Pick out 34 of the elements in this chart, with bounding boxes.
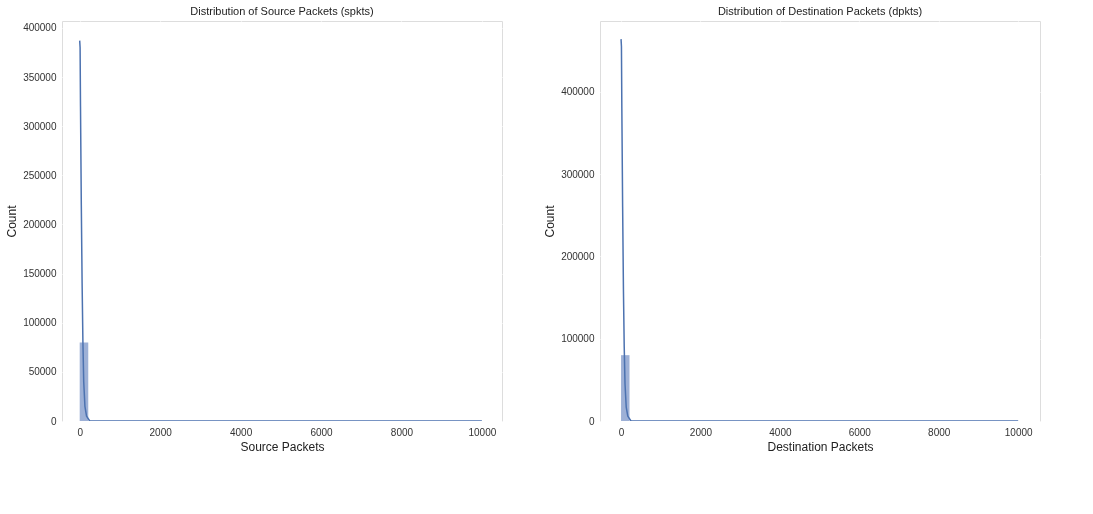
y-tick-label: 0 (588, 415, 595, 427)
x-tick-label: 6000 (310, 426, 334, 438)
x-tick-label: 10000 (1004, 426, 1033, 438)
x-tick-label: 4000 (229, 426, 253, 438)
x-tick-label: 0 (77, 426, 84, 438)
y-tick-label: 350000 (23, 71, 57, 83)
y-axis-title: Count (543, 204, 558, 238)
x-tick-label: 8000 (928, 426, 951, 438)
y-tick-label: 200000 (561, 250, 595, 262)
chart-title: Distribution of Source Packets (spkts) (190, 5, 374, 17)
x-tick-label: 4000 (769, 426, 792, 438)
y-tick-label: 100000 (23, 317, 57, 329)
x-axis-title: Destination Packets (767, 439, 874, 454)
x-tick-label: 2000 (689, 426, 713, 438)
y-tick-label: 250000 (23, 169, 57, 181)
chart-title: Distribution of Destination Packets (dpkts) (717, 5, 923, 17)
y-tick-label: 400000 (561, 86, 595, 98)
y-tick-label: 400000 (23, 22, 57, 34)
y-tick-label: 100000 (561, 333, 595, 345)
x-tick-label: 6000 (848, 426, 872, 438)
y-tick-label: 50000 (28, 366, 57, 378)
y-axis-title: Count (5, 204, 20, 238)
x-axis-title: Source Packets (240, 439, 325, 454)
y-tick-label: 300000 (561, 168, 595, 180)
y-tick-label: 200000 (23, 218, 57, 230)
line-series (78, 39, 483, 421)
x-tick-label: 8000 (390, 426, 414, 438)
x-tick-label: 10000 (468, 426, 497, 438)
line-series (620, 38, 1019, 421)
y-tick-label: 300000 (23, 120, 57, 132)
y-tick-label: 150000 (23, 268, 57, 280)
y-tick-label: 0 (50, 415, 57, 427)
x-tick-label: 0 (618, 426, 625, 438)
x-tick-label: 2000 (149, 426, 173, 438)
